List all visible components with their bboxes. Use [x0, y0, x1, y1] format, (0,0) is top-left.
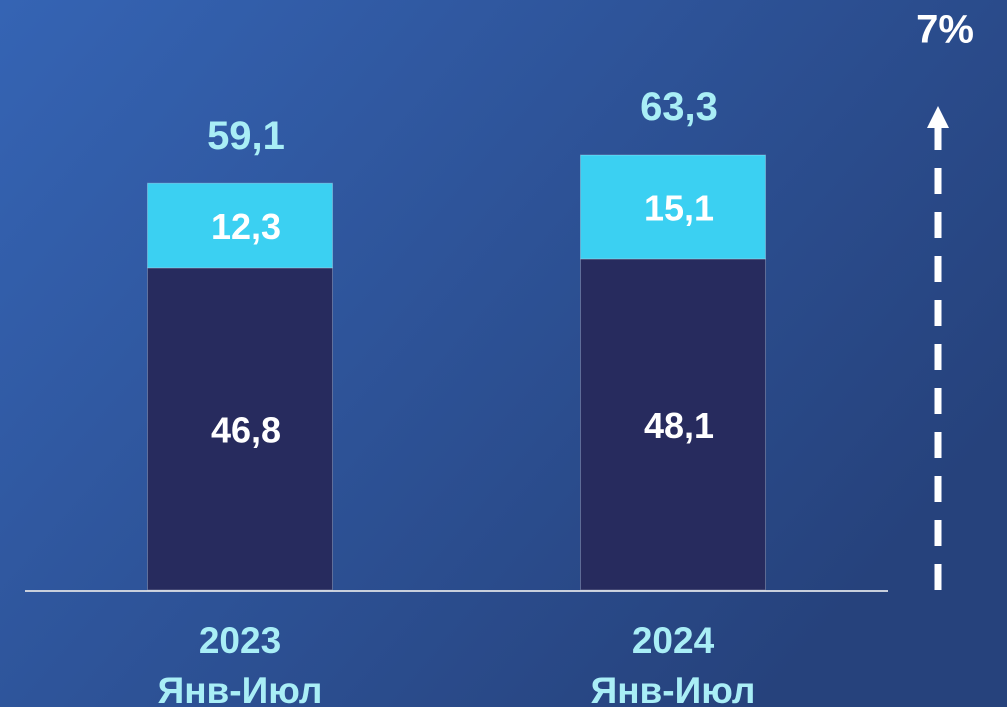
- segment-label: 48,1: [644, 405, 714, 446]
- segment-label: 12,3: [211, 206, 281, 247]
- category-label: 2024: [632, 620, 715, 661]
- growth-arrow-head: [927, 106, 949, 128]
- total-label: 63,3: [640, 85, 718, 129]
- bar-segment: [580, 154, 766, 260]
- bar-segment: [147, 182, 333, 269]
- segment-label: 46,8: [211, 409, 281, 450]
- growth-annotation: 7%: [916, 8, 974, 52]
- category-label: Янв-Июл: [158, 670, 323, 707]
- category-label: 2023: [199, 620, 281, 661]
- total-label: 59,1: [207, 114, 285, 158]
- category-label: Янв-Июл: [591, 670, 756, 707]
- segment-label: 15,1: [644, 187, 714, 228]
- bar-segment: [147, 267, 333, 591]
- bar-segment: [580, 258, 766, 591]
